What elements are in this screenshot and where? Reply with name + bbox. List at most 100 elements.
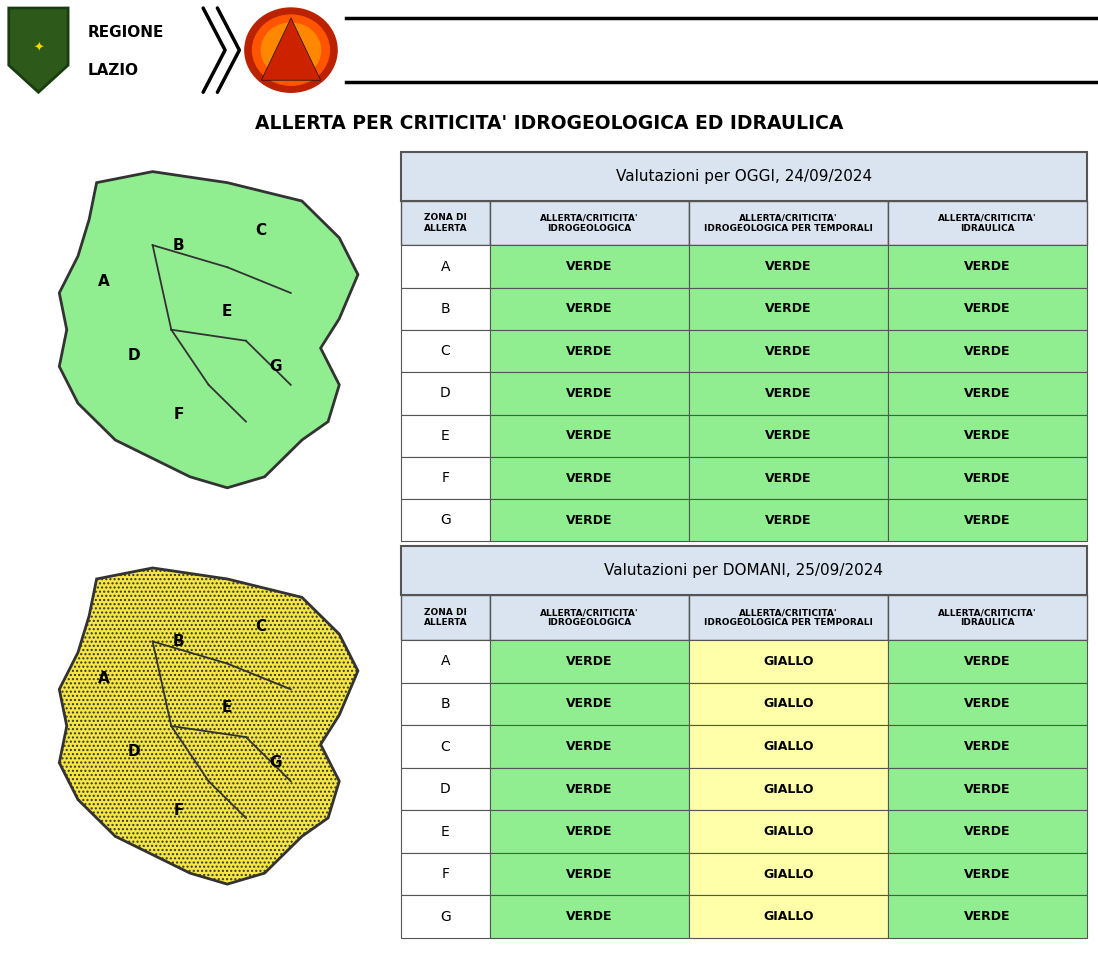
- Text: A: A: [98, 274, 110, 289]
- Text: E: E: [441, 824, 450, 838]
- Bar: [490, 683, 690, 725]
- Text: B: B: [173, 238, 184, 253]
- Text: GIALLO: GIALLO: [763, 825, 814, 838]
- Bar: [401, 810, 490, 853]
- Text: E: E: [441, 429, 450, 443]
- Text: VERDE: VERDE: [765, 345, 811, 357]
- Text: VERDE: VERDE: [567, 387, 613, 400]
- Bar: [401, 245, 490, 287]
- Bar: [490, 330, 690, 372]
- Polygon shape: [9, 8, 68, 93]
- Bar: [401, 499, 490, 541]
- Text: D: D: [127, 348, 141, 363]
- Text: VERDE: VERDE: [964, 472, 1011, 484]
- Bar: [690, 372, 888, 414]
- Text: VERDE: VERDE: [964, 387, 1011, 400]
- Bar: [401, 287, 490, 330]
- Text: VERDE: VERDE: [964, 825, 1011, 838]
- Text: VERDE: VERDE: [765, 472, 811, 484]
- Bar: [888, 287, 1087, 330]
- Bar: [888, 810, 1087, 853]
- Bar: [490, 640, 690, 683]
- Bar: [490, 414, 690, 456]
- Text: VERDE: VERDE: [567, 472, 613, 484]
- Bar: [401, 683, 490, 725]
- Text: Valutazioni per DOMANI, 25/09/2024: Valutazioni per DOMANI, 25/09/2024: [604, 563, 884, 578]
- Bar: [888, 683, 1087, 725]
- Bar: [690, 456, 888, 499]
- Bar: [490, 895, 690, 938]
- Text: ALLERTA/CRITICITA'
IDROGEOLOGICA: ALLERTA/CRITICITA' IDROGEOLOGICA: [540, 608, 639, 627]
- Bar: [888, 372, 1087, 414]
- Bar: [401, 768, 490, 810]
- Text: REGIONE: REGIONE: [88, 25, 165, 39]
- Bar: [401, 595, 490, 640]
- Text: D: D: [440, 387, 451, 400]
- Text: VERDE: VERDE: [765, 387, 811, 400]
- Bar: [690, 768, 888, 810]
- Bar: [401, 372, 490, 414]
- Text: VERDE: VERDE: [567, 782, 613, 796]
- Bar: [690, 201, 888, 245]
- Text: GIALLO: GIALLO: [763, 867, 814, 881]
- Text: F: F: [441, 867, 449, 881]
- Bar: [888, 853, 1087, 895]
- Text: GIALLO: GIALLO: [763, 782, 814, 796]
- Text: GIALLO: GIALLO: [763, 697, 814, 711]
- Text: E: E: [222, 304, 233, 319]
- Text: VERDE: VERDE: [567, 825, 613, 838]
- Bar: [490, 372, 690, 414]
- Bar: [888, 768, 1087, 810]
- Text: VERDE: VERDE: [765, 429, 811, 442]
- Bar: [888, 725, 1087, 768]
- Text: ALLERTA/CRITICITA'
IDRAULICA: ALLERTA/CRITICITA' IDRAULICA: [938, 213, 1037, 233]
- Bar: [888, 895, 1087, 938]
- Bar: [401, 201, 490, 245]
- Bar: [690, 895, 888, 938]
- Bar: [888, 640, 1087, 683]
- Bar: [490, 853, 690, 895]
- Text: ALLERTA/CRITICITA'
IDROGEOLOGICA PER TEMPORALI: ALLERTA/CRITICITA' IDROGEOLOGICA PER TEM…: [704, 608, 873, 627]
- Text: VERDE: VERDE: [964, 740, 1011, 753]
- Text: G: G: [270, 755, 282, 771]
- Text: ALLERTA PER CRITICITA' IDROGEOLOGICA ED IDRAULICA: ALLERTA PER CRITICITA' IDROGEOLOGICA ED …: [255, 114, 843, 133]
- Text: VERDE: VERDE: [765, 303, 811, 315]
- Text: A: A: [98, 670, 110, 686]
- Text: G: G: [270, 359, 282, 374]
- Text: ALLERTA/CRITICITA'
IDROGEOLOGICA: ALLERTA/CRITICITA' IDROGEOLOGICA: [540, 213, 639, 233]
- Text: VERDE: VERDE: [567, 910, 613, 923]
- Text: ZONA DI
ALLERTA: ZONA DI ALLERTA: [424, 213, 467, 233]
- Text: VERDE: VERDE: [964, 910, 1011, 923]
- Text: D: D: [127, 744, 141, 759]
- Bar: [401, 895, 490, 938]
- Bar: [401, 853, 490, 895]
- Text: VERDE: VERDE: [964, 867, 1011, 881]
- Text: D: D: [440, 782, 451, 796]
- Text: VERDE: VERDE: [765, 260, 811, 273]
- Polygon shape: [59, 172, 358, 488]
- Bar: [690, 414, 888, 456]
- Text: ZONA DI
ALLERTA: ZONA DI ALLERTA: [424, 608, 467, 627]
- Bar: [490, 287, 690, 330]
- Text: VERDE: VERDE: [964, 429, 1011, 442]
- Text: G: G: [440, 909, 451, 923]
- Text: VERDE: VERDE: [567, 260, 613, 273]
- Bar: [690, 287, 888, 330]
- Text: A: A: [440, 654, 450, 668]
- Bar: [401, 152, 1087, 201]
- Text: VERDE: VERDE: [964, 514, 1011, 527]
- Text: VERDE: VERDE: [567, 514, 613, 527]
- Text: G: G: [440, 514, 451, 527]
- Text: VERDE: VERDE: [964, 655, 1011, 668]
- Text: VERDE: VERDE: [964, 303, 1011, 315]
- Polygon shape: [261, 18, 321, 80]
- Text: VERDE: VERDE: [964, 697, 1011, 711]
- Text: VERDE: VERDE: [567, 429, 613, 442]
- Bar: [690, 595, 888, 640]
- Bar: [888, 456, 1087, 499]
- Bar: [401, 640, 490, 683]
- Bar: [401, 546, 1087, 595]
- Bar: [490, 245, 690, 287]
- Text: C: C: [256, 223, 267, 238]
- Bar: [401, 456, 490, 499]
